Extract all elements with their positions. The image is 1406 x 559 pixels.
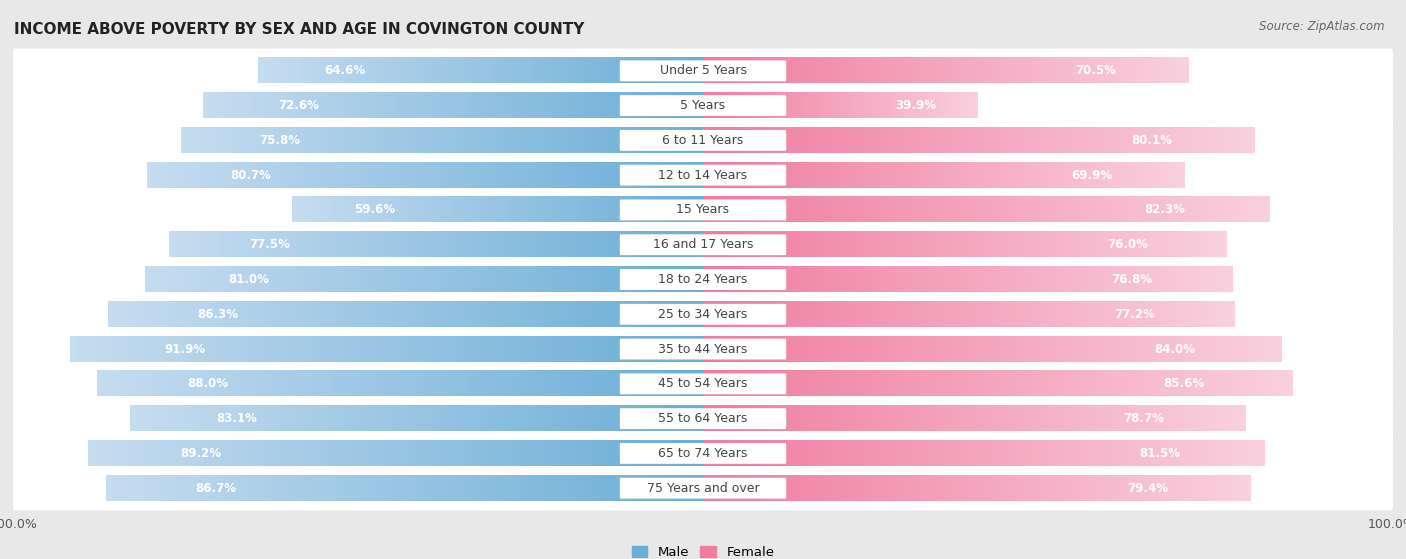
Text: 83.1%: 83.1% [217, 412, 257, 425]
FancyBboxPatch shape [13, 222, 1393, 267]
FancyBboxPatch shape [620, 234, 786, 255]
Text: 59.6%: 59.6% [354, 203, 395, 216]
Text: 69.9%: 69.9% [1071, 169, 1112, 182]
Text: 86.7%: 86.7% [195, 482, 236, 495]
Text: INCOME ABOVE POVERTY BY SEX AND AGE IN COVINGTON COUNTY: INCOME ABOVE POVERTY BY SEX AND AGE IN C… [14, 22, 585, 36]
Text: 76.8%: 76.8% [1112, 273, 1153, 286]
FancyBboxPatch shape [13, 257, 1393, 302]
Text: 18 to 24 Years: 18 to 24 Years [658, 273, 748, 286]
Text: 81.0%: 81.0% [229, 273, 270, 286]
FancyBboxPatch shape [620, 269, 786, 290]
FancyBboxPatch shape [620, 95, 786, 116]
FancyBboxPatch shape [13, 362, 1393, 406]
Text: 5 Years: 5 Years [681, 99, 725, 112]
Text: 88.0%: 88.0% [187, 377, 229, 390]
Text: Source: ZipAtlas.com: Source: ZipAtlas.com [1260, 20, 1385, 32]
Text: 80.7%: 80.7% [231, 169, 271, 182]
FancyBboxPatch shape [620, 408, 786, 429]
Text: 89.2%: 89.2% [180, 447, 222, 460]
FancyBboxPatch shape [13, 83, 1393, 128]
Text: 25 to 34 Years: 25 to 34 Years [658, 308, 748, 321]
FancyBboxPatch shape [13, 49, 1393, 93]
Text: 64.6%: 64.6% [325, 64, 366, 77]
Text: 76.0%: 76.0% [1107, 238, 1149, 251]
FancyBboxPatch shape [620, 60, 786, 81]
Text: 55 to 64 Years: 55 to 64 Years [658, 412, 748, 425]
Text: 6 to 11 Years: 6 to 11 Years [662, 134, 744, 147]
FancyBboxPatch shape [620, 443, 786, 464]
FancyBboxPatch shape [620, 165, 786, 186]
FancyBboxPatch shape [620, 200, 786, 220]
Text: 15 Years: 15 Years [676, 203, 730, 216]
Text: 82.3%: 82.3% [1144, 203, 1185, 216]
FancyBboxPatch shape [13, 292, 1393, 337]
Text: 45 to 54 Years: 45 to 54 Years [658, 377, 748, 390]
FancyBboxPatch shape [13, 118, 1393, 163]
Legend: Male, Female: Male, Female [626, 541, 780, 559]
FancyBboxPatch shape [13, 327, 1393, 371]
FancyBboxPatch shape [620, 130, 786, 151]
Text: 80.1%: 80.1% [1132, 134, 1173, 147]
Text: 12 to 14 Years: 12 to 14 Years [658, 169, 748, 182]
FancyBboxPatch shape [13, 153, 1393, 197]
FancyBboxPatch shape [13, 431, 1393, 476]
Text: 91.9%: 91.9% [165, 343, 205, 356]
Text: 75 Years and over: 75 Years and over [647, 482, 759, 495]
FancyBboxPatch shape [620, 373, 786, 394]
FancyBboxPatch shape [620, 304, 786, 325]
Text: 72.6%: 72.6% [278, 99, 319, 112]
Text: 65 to 74 Years: 65 to 74 Years [658, 447, 748, 460]
FancyBboxPatch shape [620, 339, 786, 359]
Text: 78.7%: 78.7% [1123, 412, 1164, 425]
FancyBboxPatch shape [13, 188, 1393, 232]
Text: 16 and 17 Years: 16 and 17 Years [652, 238, 754, 251]
Text: 70.5%: 70.5% [1076, 64, 1116, 77]
Text: 79.4%: 79.4% [1128, 482, 1168, 495]
Text: 81.5%: 81.5% [1139, 447, 1180, 460]
Text: Under 5 Years: Under 5 Years [659, 64, 747, 77]
FancyBboxPatch shape [13, 466, 1393, 510]
FancyBboxPatch shape [13, 396, 1393, 441]
Text: 85.6%: 85.6% [1163, 377, 1205, 390]
Text: 86.3%: 86.3% [198, 308, 239, 321]
Text: 75.8%: 75.8% [259, 134, 299, 147]
FancyBboxPatch shape [620, 478, 786, 499]
Text: 35 to 44 Years: 35 to 44 Years [658, 343, 748, 356]
Text: 39.9%: 39.9% [896, 99, 936, 112]
Text: 77.2%: 77.2% [1115, 308, 1156, 321]
Text: 77.5%: 77.5% [249, 238, 290, 251]
Text: 84.0%: 84.0% [1154, 343, 1195, 356]
